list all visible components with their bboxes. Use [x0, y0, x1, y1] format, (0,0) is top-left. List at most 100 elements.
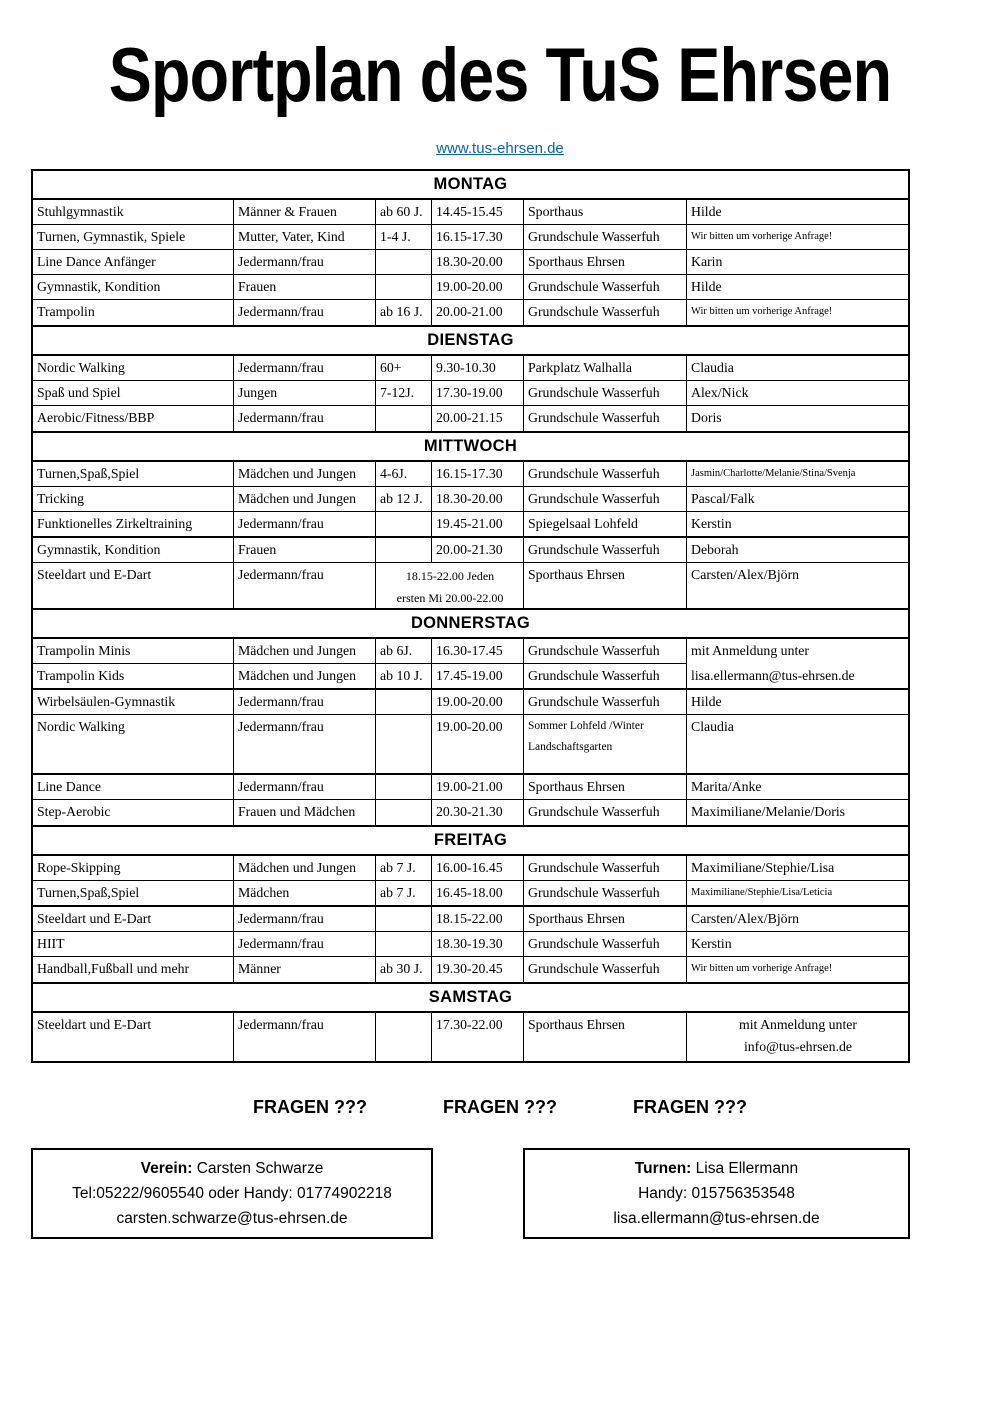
cell-age: ab 12 J. [376, 487, 432, 512]
day-rows: Turnen,Spaß,Spiel Mädchen und Jungen 4-6J.… [33, 462, 908, 608]
cell-age [376, 1013, 432, 1061]
cell-contact: mit Anmeldung unter info@tus-ehrsen.de [738, 1017, 858, 1054]
table-row: Nordic Walking Jedermann/frau 60+ 9.30-10.3… [33, 356, 908, 381]
cell-time: 19.45-21.00 [432, 512, 524, 537]
contact-name: Carsten Schwarze [196, 1160, 324, 1177]
table-row: Trampolin Jedermann/frau ab 16 J. 20.00-21.… [33, 300, 908, 325]
cell-time: 17.30-22.00 [432, 1013, 524, 1061]
cell-activity: Gymnastik, Kondition [33, 538, 234, 563]
cell-location: Sporthaus [524, 200, 687, 225]
cell-group: Jedermann/frau [234, 406, 376, 431]
day-section: SAMSTAG Steeldart und E-Dart Jedermann/fra… [33, 982, 908, 1061]
questions-label: FRAGEN ??? [633, 1097, 747, 1117]
cell-location: Grundschule Wasserfuh [524, 881, 687, 906]
table-row: Line Dance Jedermann/frau 19.00-21.00 Sport… [33, 774, 908, 800]
table-row: Handball,Fußball und mehr Männer ab 30 J. 1… [33, 957, 908, 982]
cell-contact: Doris [691, 410, 722, 425]
cell-activity: Steeldart und E-Dart [33, 1013, 234, 1061]
cell-group: Jedermann/frau [234, 775, 376, 800]
cell-age [376, 800, 432, 825]
cell-activity: Turnen,Spaß,Spiel [33, 462, 234, 487]
cell-activity: Stuhlgymnastik [33, 200, 234, 225]
cell-group: Jedermann/frau [234, 932, 376, 957]
cell-age: ab 7 J. [376, 856, 432, 881]
cell-group: Frauen [234, 275, 376, 300]
cell-activity: Step-Aerobic [33, 800, 234, 825]
table-row: Gymnastik, Kondition Frauen 19.00-20.00 Gru… [33, 275, 908, 300]
day-header-dienstag: DIENSTAG [33, 325, 908, 356]
cell-activity: Turnen, Gymnastik, Spiele [33, 225, 234, 250]
website-row: www.tus-ehrsen.de [0, 140, 1000, 158]
cell-age [376, 512, 432, 537]
cell-contact: Claudia [687, 356, 908, 381]
day-rows: Stuhlgymnastik Männer & Frauen ab 60 J. 14.… [33, 200, 908, 325]
cell-activity: Line Dance [33, 775, 234, 800]
cell-location: Grundschule Wasserfuh [524, 690, 687, 715]
cell-contact: Maximiliane/Stephie/Lisa [687, 856, 908, 881]
cell-time: 20.00-21.30 [432, 538, 524, 563]
cell-activity: Rope-Skipping [33, 856, 234, 881]
cell-age: ab 16 J. [376, 300, 432, 325]
table-row: Wirbelsäulen-Gymnastik Jedermann/frau 19.0… [33, 689, 908, 715]
table-row: Nordic Walking Jedermann/frau 19.00-20.00 S… [33, 715, 908, 774]
day-header-mittwoch: MITTWOCH [33, 431, 908, 462]
cell-time: 19.00-20.00 [432, 690, 524, 715]
day-section: MITTWOCH Turnen,Spaß,Spiel Mädchen und Jun… [33, 431, 908, 608]
cell-group: Mädchen und Jungen [234, 639, 376, 664]
cell-time: 19.00-21.00 [432, 775, 524, 800]
cell-location: Sporthaus Ehrsen [524, 1013, 687, 1061]
cell-group: Jedermann/frau [234, 300, 376, 325]
cell-time: 19.00-20.00 [432, 275, 524, 300]
cell-location: Grundschule Wasserfuh [524, 275, 687, 300]
sportplan-table: MONTAG Stuhlgymnastik Männer & Frauen ab 60… [31, 169, 910, 1063]
cell-location: Sporthaus Ehrsen [524, 907, 687, 932]
contact-role: Verein: [140, 1160, 193, 1177]
table-row: Funktionelles Zirkeltraining Jedermann/fr… [33, 512, 908, 537]
cell-age: 1-4 J. [376, 225, 432, 250]
cell-activity: Trampolin Minis [33, 639, 234, 664]
cell-contact: Maximiliane/Melanie/Doris [691, 804, 846, 819]
cell-contact: Hilde [687, 200, 908, 225]
day-section: FREITAG Rope-Skipping Mädchen und Jungen ab… [33, 825, 908, 982]
table-row: Tricking Mädchen und Jungen ab 12 J. 18.30-… [33, 487, 908, 512]
day-rows: Trampolin Minis Mädchen und Jungen ab 6J. 1… [33, 639, 908, 825]
cell-location: Parkplatz Walhalla [524, 356, 687, 381]
cell-age [376, 538, 432, 563]
cell-location: Grundschule Wasserfuh [524, 487, 687, 512]
cell-age [376, 275, 432, 300]
cell-time: 18.30-20.00 [432, 487, 524, 512]
table-row: Step-Aerobic Frauen und Mädchen 20.30-21.3… [33, 800, 908, 825]
day-header-freitag: FREITAG [33, 825, 908, 856]
questions-label: FRAGEN ??? [253, 1097, 367, 1117]
cell-time: 19.30-20.45 [432, 957, 524, 982]
cell-contact: Wir bitten um vorherige Anfrage! [691, 963, 833, 974]
cell-age [376, 715, 432, 774]
cell-age: 60+ [376, 356, 432, 381]
cell-group: Jedermann/frau [234, 250, 376, 275]
cell-contact: Hilde [687, 690, 908, 715]
contact-line-name: Verein: Carsten Schwarze [41, 1156, 423, 1181]
table-row: Steeldart und E-Dart Jedermann/frau 17.30-… [33, 1013, 908, 1061]
cell-location: Grundschule Wasserfuh [524, 932, 687, 957]
cell-contact: Maximiliane/Stephie/Lisa/Leticia [687, 881, 908, 906]
cell-group: Männer & Frauen [234, 200, 376, 225]
table-row: HIIT Jedermann/frau 18.30-19.30 Grundschule… [33, 932, 908, 957]
website-link[interactable]: www.tus-ehrsen.de [436, 140, 564, 157]
cell-group: Mädchen und Jungen [234, 664, 376, 689]
cell-time: 20.00-21.00 [432, 300, 524, 325]
contact-line-phone: Tel:05222/9605540 oder Handy: 0177490221… [72, 1185, 392, 1202]
cell-age: ab 7 J. [376, 881, 432, 906]
cell-location: Grundschule Wasserfuh [524, 406, 687, 431]
cell-time: 16.30-17.45 [432, 639, 524, 664]
cell-activity: Handball,Fußball und mehr [33, 957, 234, 982]
day-section: DONNERSTAG Trampolin Minis Mädchen und Jun… [33, 608, 908, 825]
day-header-samstag: SAMSTAG [33, 982, 908, 1013]
table-row: Line Dance Anfänger Jedermann/frau 18.30-2… [33, 250, 908, 275]
cell-time: 16.15-17.30 [432, 462, 524, 487]
cell-activity: Spaß und Spiel [33, 381, 234, 406]
table-row: Turnen, Gymnastik, Spiele Mutter, Vater, … [33, 225, 908, 250]
cell-activity: Trampolin [33, 300, 234, 325]
day-header-donnerstag: DONNERSTAG [33, 608, 908, 639]
cell-time: 19.00-20.00 [432, 715, 524, 774]
questions-label: FRAGEN ??? [443, 1097, 557, 1117]
